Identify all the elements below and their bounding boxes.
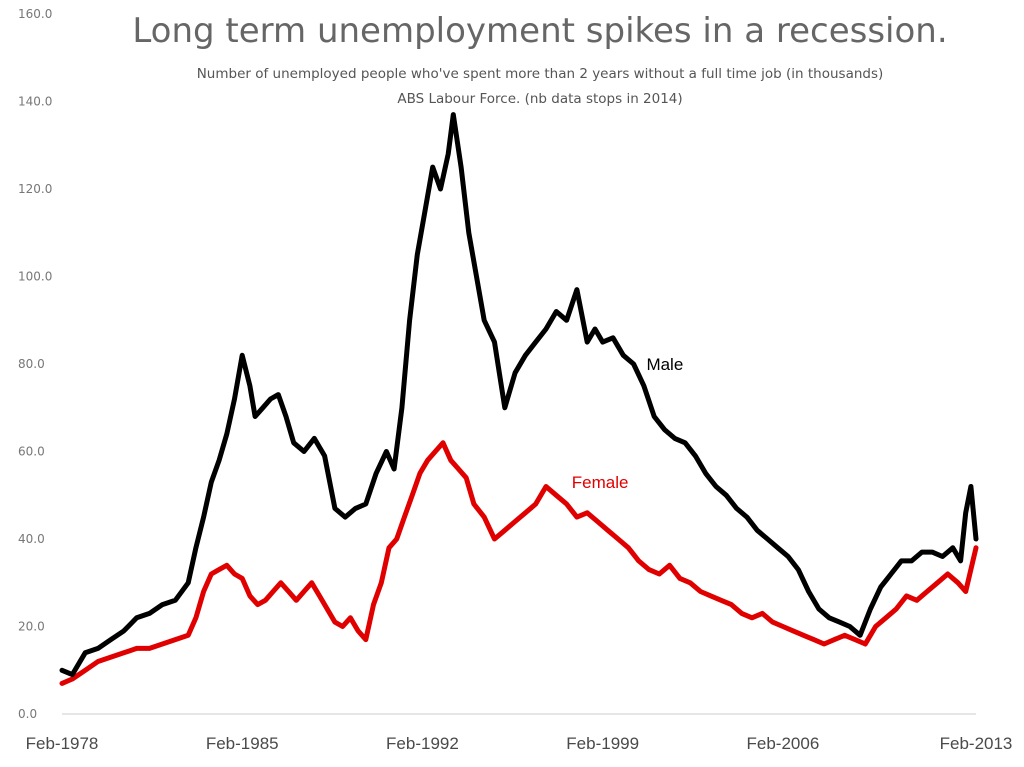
y-axis: 0.0 20.0 40.0 60.0 80.0 100.0 120.0 140.0 160.0 xyxy=(18,7,52,721)
series-line-male xyxy=(59,112,979,678)
y-tick-label: 160.0 xyxy=(18,7,52,21)
chart-subtitle-line-2: ABS Labour Force. (nb data stops in 2014… xyxy=(397,91,682,107)
series-line-female xyxy=(59,440,979,686)
y-tick-label: 100.0 xyxy=(18,270,52,284)
x-tick-label: Feb-1978 xyxy=(26,734,99,753)
chart-subtitle-line-1: Number of unemployed people who've spent… xyxy=(197,66,884,82)
x-tick-label: Feb-1985 xyxy=(206,734,279,753)
x-tick-label: Feb-2013 xyxy=(940,734,1013,753)
series-layer xyxy=(59,112,979,686)
x-tick-label: Feb-1992 xyxy=(386,734,459,753)
x-axis: Feb-1978 Feb-1985 Feb-1992 Feb-1999 Feb-2006… xyxy=(26,713,1013,753)
y-tick-label: 140.0 xyxy=(18,95,52,109)
series-label-female: Female xyxy=(572,473,629,492)
x-tick-label: Feb-2006 xyxy=(747,734,820,753)
y-tick-label: 40.0 xyxy=(18,532,45,546)
series-label-male: Male xyxy=(646,355,683,374)
x-tick-label: Feb-1999 xyxy=(566,734,639,753)
y-tick-label: 120.0 xyxy=(18,182,52,196)
chart-title: Long term unemployment spikes in a reces… xyxy=(132,11,947,51)
y-tick-label: 60.0 xyxy=(18,445,45,459)
series-labels: Male Female xyxy=(572,355,684,492)
y-tick-label: 80.0 xyxy=(18,357,45,371)
y-tick-label: 0.0 xyxy=(18,707,37,721)
y-tick-label: 20.0 xyxy=(18,620,45,634)
